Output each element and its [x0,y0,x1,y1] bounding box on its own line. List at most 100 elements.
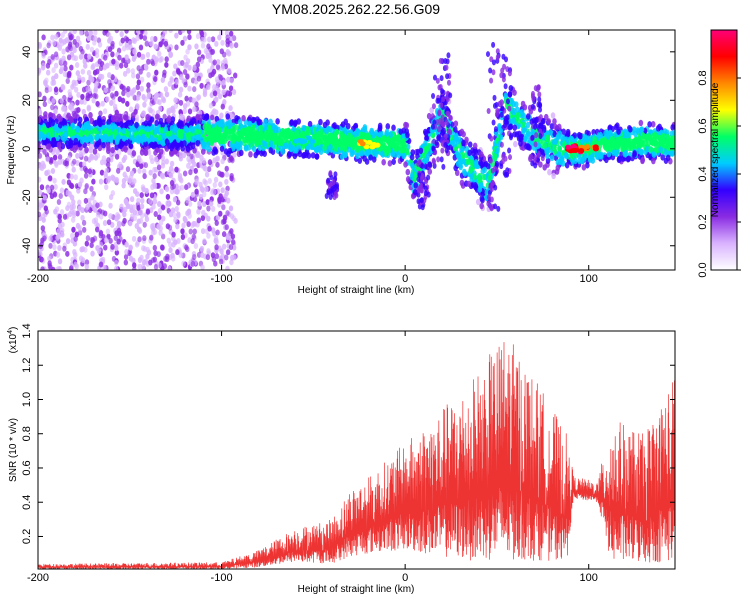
spectrogram-cell [220,187,225,194]
spectrogram-cell [609,141,615,149]
spectrogram-cell [143,258,148,265]
spectrogram-cell [114,136,120,143]
spectrogram-cell [615,136,620,143]
spectrogram-cell [350,149,355,156]
spectrogram-cell [211,68,217,75]
spectrogram-cell [355,146,360,153]
spectrogram-cell [186,30,192,35]
spectrogram-cell [70,232,75,239]
spectrogram-cell [228,205,234,212]
spectrogram-cell [103,54,108,61]
spectrogram-cell [240,127,246,135]
spectrogram-cell [177,91,183,98]
spectrogram-cell [180,145,185,152]
spectrogram-cell [382,135,388,142]
spectrogram-cell [231,35,237,42]
spectrogram-cell [182,69,188,76]
spectrogram-cell [97,41,103,48]
spectrogram-cell [110,174,115,181]
spectrogram-cell [73,174,78,181]
spectrogram-cell [245,126,251,133]
spectrogram-cell [461,139,466,147]
spectrogram-cell [485,51,490,58]
spectrogram-cell [66,54,72,61]
spectrogram-cell [452,126,458,133]
spectrogram-cell [159,188,164,195]
spectrogram-cell [95,133,100,141]
spectrogram-cell [157,214,162,221]
spectrogram-cell [46,42,51,49]
spectrogram-cell [38,91,42,98]
spectrogram-cell [313,146,319,153]
spectrogram-cell [423,140,428,147]
spectrogram-cell [478,151,484,158]
spectrogram-cell [584,136,590,144]
spectrogram-cell [121,85,126,92]
spectrogram-cell [100,100,105,107]
spectrogram-cell [228,244,234,251]
spectrogram-cell [616,156,622,164]
spectrogram-cell [38,211,42,218]
spectrogram-cell [486,108,491,115]
spectrogram-cell [435,97,440,104]
spectrogram-cell [179,177,184,184]
spectrogram-cell [38,69,41,76]
spectrogram-cell [314,153,320,160]
spectrogram-cell [67,96,72,103]
spectrogram-cell [659,135,664,142]
spectrogram-cell [57,154,63,161]
spectrogram-cell [109,92,115,99]
spectrogram-cell [44,77,49,84]
spectrogram-cell [63,30,68,34]
spectrogram-cell [76,91,81,98]
spectrogram-cell [467,141,473,148]
spectrogram-cell [257,144,263,151]
spectrogram-cell [69,265,74,270]
spectrogram-cell [228,30,234,37]
spectrogram-cell [75,222,81,229]
spectrogram-cell [362,124,368,131]
spectrogram-cell [137,227,143,234]
spectrogram-cell [223,148,229,155]
spectrogram-cell [124,248,129,255]
spectrogram-cell [142,35,148,42]
spectrogram-cell [152,229,158,236]
spectrogram-cell [164,185,170,192]
spectrogram-cell [207,178,212,185]
spectrogram-cell [194,128,200,135]
spectrogram-cell [352,131,358,138]
spectrogram-cell [479,202,484,210]
spectrogram-cell [89,46,95,53]
spectrogram-cell [461,131,466,138]
spectrogram-cell [195,113,200,121]
spectrogram-cell [598,138,604,145]
spectrogram-cell [97,58,102,65]
spectrogram-cell [114,177,119,184]
spectrogram-cell [480,197,485,204]
chart-title: YM08.2025.262.22.56.G09 [272,1,440,17]
spectrogram-cell [309,143,315,151]
spectrogram-cell [153,36,158,43]
spectrogram-cell [48,117,53,124]
spectrogram-cell [124,175,129,182]
spectrogram-cell [110,74,115,81]
spectrogram-cell [158,229,163,236]
spectrogram-cell [167,169,172,176]
spectrogram-cell [626,155,632,162]
spectrogram-cell [431,93,436,100]
spectrogram-cell [114,249,120,256]
spectrogram-cell [152,166,157,173]
spectrogram-cell [49,193,55,200]
spectrogram-cell [130,68,136,75]
spectrogram-cell [544,148,550,155]
spectrogram-cell [355,152,360,160]
spectrogram-cell [74,61,80,68]
spectrogram-cell [268,118,273,126]
spectrogram-cell [160,204,166,211]
spectrogram-cell [525,143,531,150]
spectrogram-cell [448,144,453,151]
spectrogram-cell [580,138,585,146]
spectrogram-cell [136,204,141,211]
spectrogram-cell [263,141,268,148]
spectrogram-cell [134,223,139,230]
